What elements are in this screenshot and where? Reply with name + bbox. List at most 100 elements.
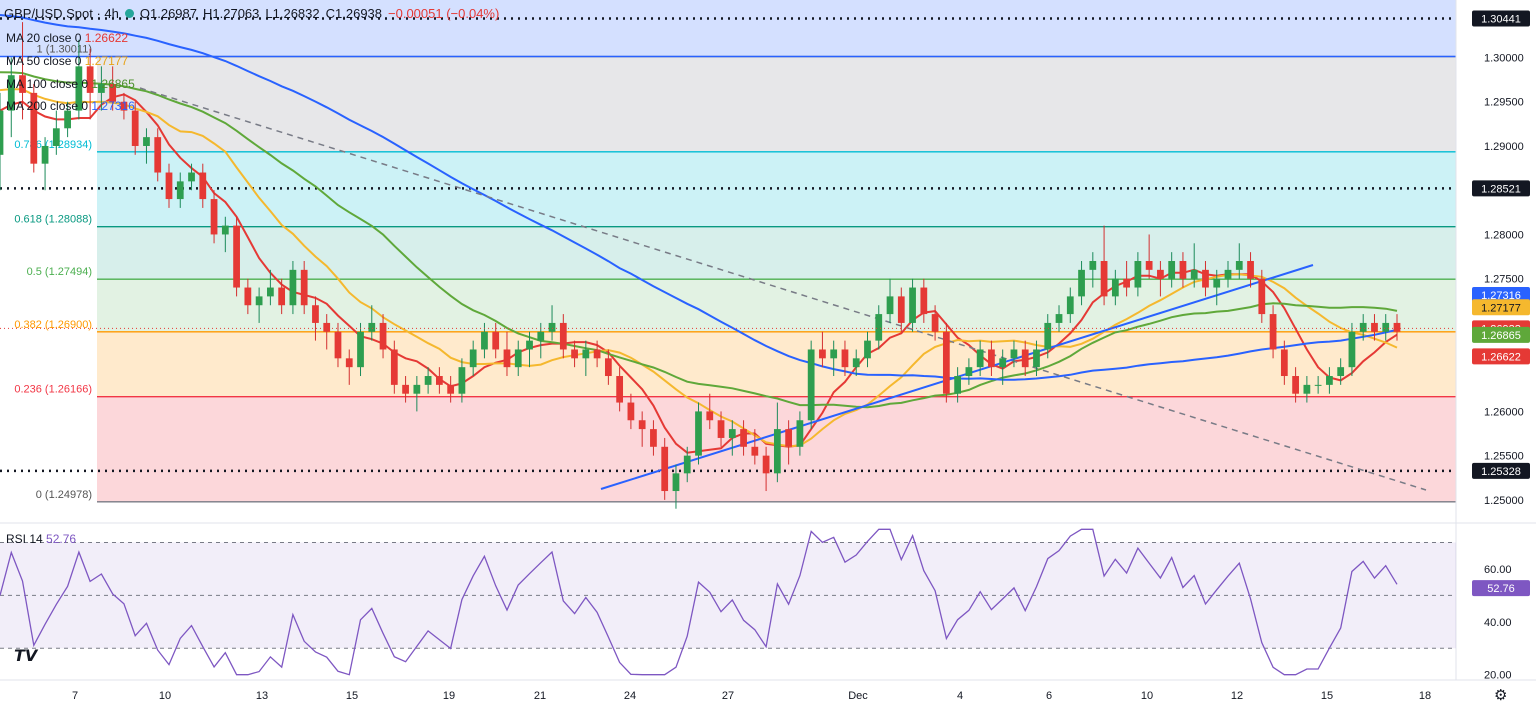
candle-body: [909, 288, 916, 323]
candle-body: [808, 349, 815, 420]
x-tick-label: 10: [159, 690, 171, 702]
candle-body: [346, 358, 353, 367]
candle-body: [1236, 261, 1243, 270]
candle-body: [661, 447, 668, 491]
level-badge-label: 1.28521: [1481, 183, 1521, 195]
gear-icon[interactable]: ⚙: [1494, 686, 1507, 704]
ohlc-high: H1.27063: [203, 6, 259, 21]
candle-body: [470, 349, 477, 367]
candle-body: [1089, 261, 1096, 270]
candle-body: [1349, 332, 1356, 367]
x-tick-label: 6: [1046, 690, 1052, 702]
y-tick-label: 1.30000: [1484, 53, 1524, 65]
tradingview-logo-icon[interactable]: 𝙏𝙑: [14, 646, 37, 666]
y-tick-label: 1.25000: [1484, 495, 1524, 507]
candle-body: [1247, 261, 1254, 279]
candle-body: [1078, 270, 1085, 297]
rsi-legend[interactable]: RSI 14 52.76: [6, 532, 76, 546]
ma50-legend[interactable]: MA 50 close 0 1.27177: [6, 54, 128, 68]
x-tick-label: 10: [1141, 690, 1153, 702]
candle-body: [639, 420, 646, 429]
candle-body: [819, 349, 826, 358]
x-tick-label: 27: [722, 690, 734, 702]
candle-body: [1157, 270, 1164, 279]
candle-body: [1022, 349, 1029, 367]
candle-body: [42, 146, 49, 164]
candle-body: [785, 429, 792, 447]
candle-body: [1146, 261, 1153, 270]
fib-zone: [97, 152, 1456, 227]
candle-body: [368, 323, 375, 332]
candle-body: [132, 111, 139, 146]
candle-body: [605, 358, 612, 376]
rsi-tick-label: 20.00: [1484, 670, 1512, 682]
level-badge-label: 1.25328: [1481, 466, 1521, 478]
candle-body: [199, 173, 206, 200]
candle-body: [154, 137, 161, 172]
candle-body: [549, 323, 556, 332]
y-tick-label: 1.27500: [1484, 274, 1524, 286]
x-tick-label: 7: [72, 690, 78, 702]
y-tick-label: 1.29000: [1484, 141, 1524, 153]
candle-body: [64, 111, 71, 129]
fib-label: 0.618 (1.28088): [14, 214, 92, 226]
candle-body: [380, 323, 387, 350]
candle-body: [1112, 279, 1119, 297]
candle-body: [887, 296, 894, 314]
candle-body: [537, 332, 544, 341]
candle-body: [763, 456, 770, 474]
candle-body: [1180, 261, 1187, 279]
y-tick-label: 1.25500: [1484, 451, 1524, 463]
x-tick-label: 24: [624, 690, 636, 702]
candle-body: [143, 137, 150, 146]
candle-body: [1202, 270, 1209, 288]
candle-body: [188, 173, 195, 182]
candle-body: [1281, 349, 1288, 376]
candle-body: [1225, 270, 1232, 279]
fib-label: 0.236 (1.26166): [14, 384, 92, 396]
candle-body: [628, 403, 635, 421]
candle-body: [1134, 261, 1141, 288]
candle-body: [571, 349, 578, 358]
candle-body: [1326, 376, 1333, 385]
candle-body: [425, 376, 432, 385]
x-tick-label: 21: [534, 690, 546, 702]
x-tick-label: 19: [443, 690, 455, 702]
candle-body: [616, 376, 623, 403]
candle-body: [864, 341, 871, 359]
candle-body: [932, 314, 939, 332]
candle-body: [740, 429, 747, 447]
x-tick-label: 13: [256, 690, 268, 702]
x-tick-label: 12: [1231, 690, 1243, 702]
candle-body: [177, 181, 184, 199]
candle-body: [1213, 279, 1220, 288]
candle-body: [1360, 323, 1367, 332]
fib-label: 0 (1.24978): [36, 489, 92, 501]
candle-body: [504, 349, 511, 367]
candle-body: [1270, 314, 1277, 349]
candle-body: [1382, 323, 1389, 332]
ma20-legend[interactable]: MA 20 close 0 1.26622: [6, 31, 128, 45]
candle-body: [943, 332, 950, 394]
candle-body: [774, 429, 781, 473]
rsi-badge-label: 52.76: [1487, 583, 1515, 595]
candle-body: [594, 349, 601, 358]
y-tick-label: 1.28000: [1484, 229, 1524, 241]
y-tick-label: 1.26000: [1484, 406, 1524, 418]
candle-body: [1033, 349, 1040, 367]
candle-body: [492, 332, 499, 350]
candle-body: [0, 111, 3, 155]
ohlc-open: O1.26987: [140, 6, 197, 21]
candle-body: [211, 199, 218, 234]
candle-body: [673, 473, 680, 491]
candle-body: [481, 332, 488, 350]
price-badge-label: 1.26622: [1481, 351, 1521, 363]
symbol-title[interactable]: GBP/USD Spot · 4h: [4, 6, 119, 21]
price-badge-label: 1.26865: [1481, 330, 1521, 342]
ma200-legend[interactable]: MA 200 close 0 1.27316: [6, 99, 135, 113]
candle-body: [706, 411, 713, 420]
candle-body: [1303, 385, 1310, 394]
ohlc-change: −0.00051 (−0.04%): [388, 6, 499, 21]
ma100-legend[interactable]: MA 100 close 0 1.26865: [6, 77, 135, 91]
